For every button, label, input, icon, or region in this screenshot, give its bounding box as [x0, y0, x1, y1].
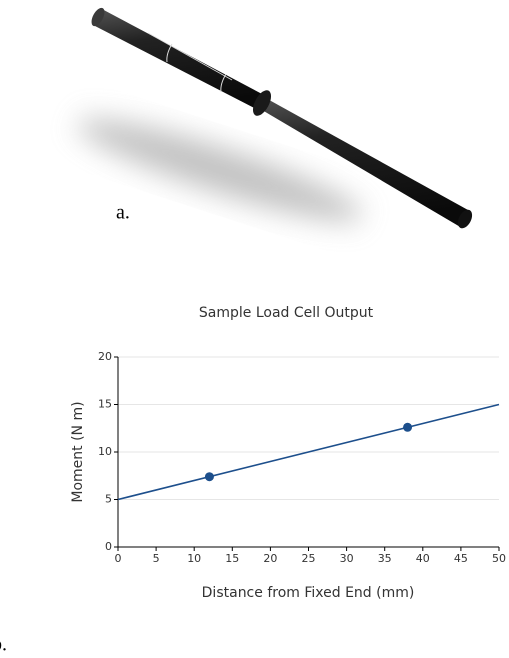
trend-line	[117, 403, 500, 501]
x-tick-label: 30	[340, 552, 354, 565]
y-axis-label: Moment (N m)	[70, 401, 86, 502]
x-tick-label: 10	[187, 552, 201, 565]
panel-label: a.	[116, 202, 130, 224]
data-point	[204, 472, 214, 482]
x-tick-label: 25	[302, 552, 316, 565]
x-tick-label: 35	[378, 552, 392, 565]
x-tick-label: 40	[416, 552, 430, 565]
x-tick-label: 15	[225, 552, 239, 565]
x-tick-label: 0	[115, 552, 122, 565]
y-tick-label: 15	[98, 398, 112, 411]
y-tick-label: 20	[98, 350, 112, 363]
x-tick-label: 45	[454, 552, 468, 565]
y-tick-label: 0	[105, 540, 112, 553]
y-tick-label: 10	[98, 445, 112, 458]
y-tick-label: 5	[105, 493, 112, 506]
x-tick-label: 50	[492, 552, 506, 565]
panel-label: b.	[0, 634, 7, 656]
x-tick-label: 5	[153, 552, 160, 565]
chart-title: Sample Load Cell Output	[199, 305, 374, 321]
x-axis-label: Distance from Fixed End (mm)	[202, 585, 415, 601]
data-point	[403, 422, 413, 432]
rod-illustration	[77, 7, 473, 229]
x-tick-label: 20	[263, 552, 277, 565]
